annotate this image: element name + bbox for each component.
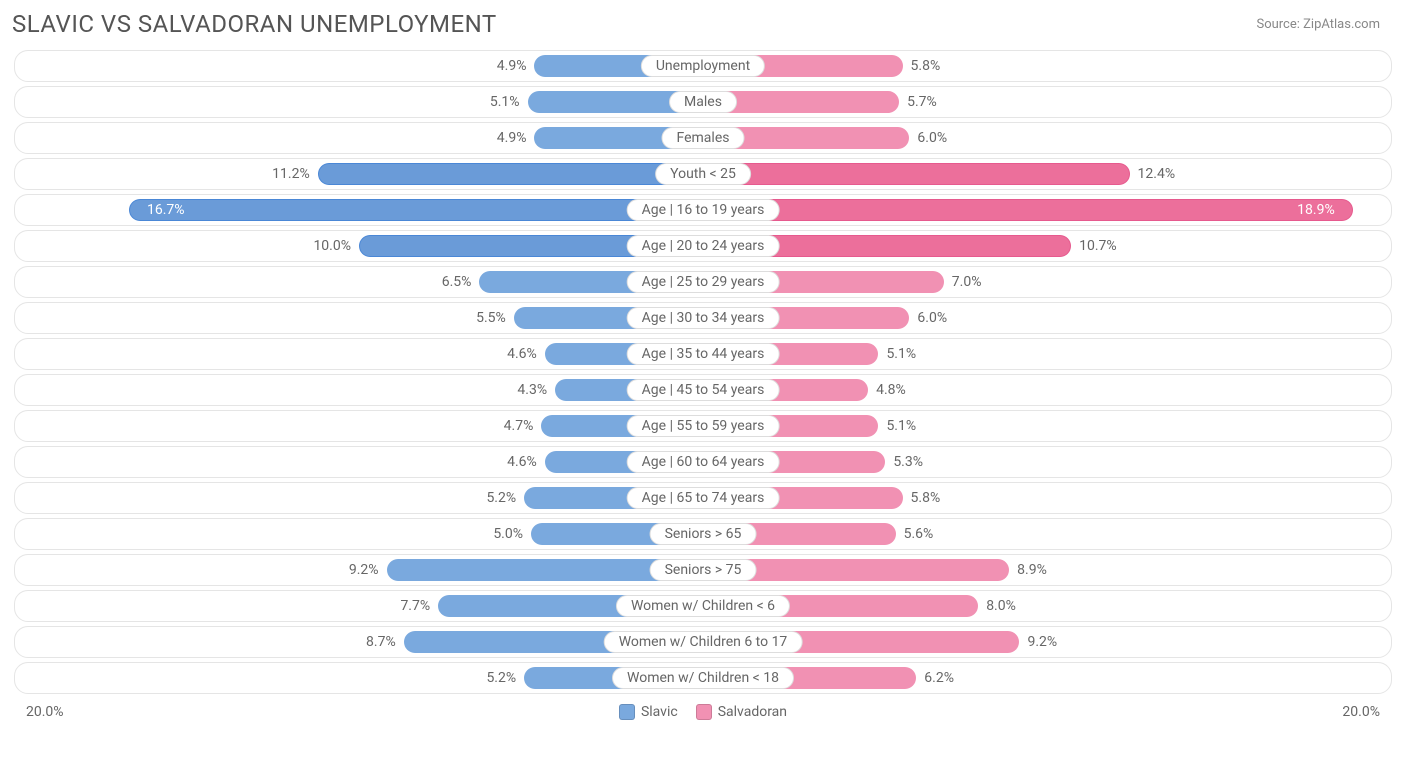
legend-swatch-salvadoran [696, 704, 712, 720]
data-row: 4.6% 5.3% Age | 60 to 64 years [14, 446, 1392, 478]
axis-left-max: 20.0% [26, 704, 64, 720]
row-label: Unemployment [641, 55, 765, 77]
value-salvadoran: 8.9% [1017, 562, 1047, 578]
legend-item-slavic: Slavic [619, 704, 678, 720]
value-salvadoran: 18.9% [1297, 202, 1335, 218]
row-label: Women w/ Children < 18 [612, 667, 794, 689]
value-slavic: 5.2% [486, 490, 516, 506]
data-row: 4.7% 5.1% Age | 55 to 59 years [14, 410, 1392, 442]
row-label: Age | 45 to 54 years [627, 379, 780, 401]
value-slavic: 9.2% [349, 562, 379, 578]
data-row: 7.7% 8.0% Women w/ Children < 6 [14, 590, 1392, 622]
row-label: Age | 35 to 44 years [627, 343, 780, 365]
value-salvadoran: 5.3% [893, 454, 923, 470]
row-label: Age | 16 to 19 years [627, 199, 780, 221]
value-slavic: 10.0% [313, 238, 351, 254]
value-salvadoran: 5.7% [907, 94, 937, 110]
data-row: 4.9% 5.8% Unemployment [14, 50, 1392, 82]
value-slavic: 4.7% [504, 418, 534, 434]
value-salvadoran: 8.0% [986, 598, 1016, 614]
bar-salvadoran [703, 163, 1130, 185]
row-label: Females [662, 127, 745, 149]
row-label: Age | 60 to 64 years [627, 451, 780, 473]
data-row: 5.2% 5.8% Age | 65 to 74 years [14, 482, 1392, 514]
value-slavic: 4.9% [497, 130, 527, 146]
header: SLAVIC VS SALVADORAN UNEMPLOYMENT Source… [8, 6, 1398, 48]
value-slavic: 6.5% [442, 274, 472, 290]
data-row: 11.2% 12.4% Youth < 25 [14, 158, 1392, 190]
data-row: 4.3% 4.8% Age | 45 to 54 years [14, 374, 1392, 406]
value-slavic: 4.6% [507, 346, 537, 362]
data-row: 4.6% 5.1% Age | 35 to 44 years [14, 338, 1392, 370]
chart-footer: 20.0% Slavic Salvadoran 20.0% [8, 698, 1398, 720]
value-salvadoran: 12.4% [1138, 166, 1176, 182]
value-slavic: 5.0% [493, 526, 523, 542]
row-label: Women w/ Children < 6 [616, 595, 790, 617]
bar-slavic [318, 163, 703, 185]
legend: Slavic Salvadoran [619, 704, 787, 720]
data-row: 4.9% 6.0% Females [14, 122, 1392, 154]
bar-slavic [129, 199, 703, 221]
value-slavic: 16.7% [147, 202, 185, 218]
row-label: Age | 25 to 29 years [627, 271, 780, 293]
value-salvadoran: 5.1% [886, 418, 916, 434]
data-row: 5.1% 5.7% Males [14, 86, 1392, 118]
value-salvadoran: 9.2% [1027, 634, 1057, 650]
row-label: Youth < 25 [655, 163, 751, 185]
data-row: 5.5% 6.0% Age | 30 to 34 years [14, 302, 1392, 334]
data-row: 6.5% 7.0% Age | 25 to 29 years [14, 266, 1392, 298]
chart-title: SLAVIC VS SALVADORAN UNEMPLOYMENT [12, 10, 497, 38]
legend-label-salvadoran: Salvadoran [718, 704, 787, 720]
row-label: Seniors > 75 [650, 559, 757, 581]
value-salvadoran: 5.6% [904, 526, 934, 542]
butterfly-chart: 4.9% 5.8% Unemployment 5.1% 5.7% Males 4.9% 6.0… [8, 48, 1398, 694]
value-salvadoran: 6.0% [917, 310, 947, 326]
row-label: Age | 30 to 34 years [627, 307, 780, 329]
value-salvadoran: 4.8% [876, 382, 906, 398]
value-salvadoran: 5.8% [911, 58, 941, 74]
legend-label-slavic: Slavic [641, 704, 678, 720]
row-label: Age | 20 to 24 years [627, 235, 780, 257]
value-salvadoran: 6.2% [924, 670, 954, 686]
value-slavic: 4.6% [507, 454, 537, 470]
data-row: 5.2% 6.2% Women w/ Children < 18 [14, 662, 1392, 694]
source-attribution: Source: ZipAtlas.com [1256, 17, 1380, 32]
legend-item-salvadoran: Salvadoran [696, 704, 787, 720]
data-row: 5.0% 5.6% Seniors > 65 [14, 518, 1392, 550]
data-row: 9.2% 8.9% Seniors > 75 [14, 554, 1392, 586]
value-salvadoran: 5.1% [886, 346, 916, 362]
value-slavic: 8.7% [366, 634, 396, 650]
value-salvadoran: 10.7% [1079, 238, 1117, 254]
data-row: 8.7% 9.2% Women w/ Children 6 to 17 [14, 626, 1392, 658]
row-label: Age | 65 to 74 years [627, 487, 780, 509]
value-salvadoran: 5.8% [911, 490, 941, 506]
bar-salvadoran [703, 199, 1353, 221]
axis-right-max: 20.0% [1342, 704, 1380, 720]
value-salvadoran: 7.0% [952, 274, 982, 290]
value-slavic: 11.2% [272, 166, 310, 182]
value-slavic: 5.5% [476, 310, 506, 326]
row-label: Seniors > 65 [650, 523, 757, 545]
value-slavic: 4.3% [517, 382, 547, 398]
legend-swatch-slavic [619, 704, 635, 720]
value-slavic: 5.1% [490, 94, 520, 110]
value-slavic: 7.7% [400, 598, 430, 614]
value-salvadoran: 6.0% [917, 130, 947, 146]
row-label: Women w/ Children 6 to 17 [604, 631, 803, 653]
value-slavic: 4.9% [497, 58, 527, 74]
value-slavic: 5.2% [486, 670, 516, 686]
row-label: Age | 55 to 59 years [627, 415, 780, 437]
data-row: 10.0% 10.7% Age | 20 to 24 years [14, 230, 1392, 262]
row-label: Males [669, 91, 737, 113]
data-row: 16.7% 18.9% Age | 16 to 19 years [14, 194, 1392, 226]
chart-container: SLAVIC VS SALVADORAN UNEMPLOYMENT Source… [0, 0, 1406, 757]
